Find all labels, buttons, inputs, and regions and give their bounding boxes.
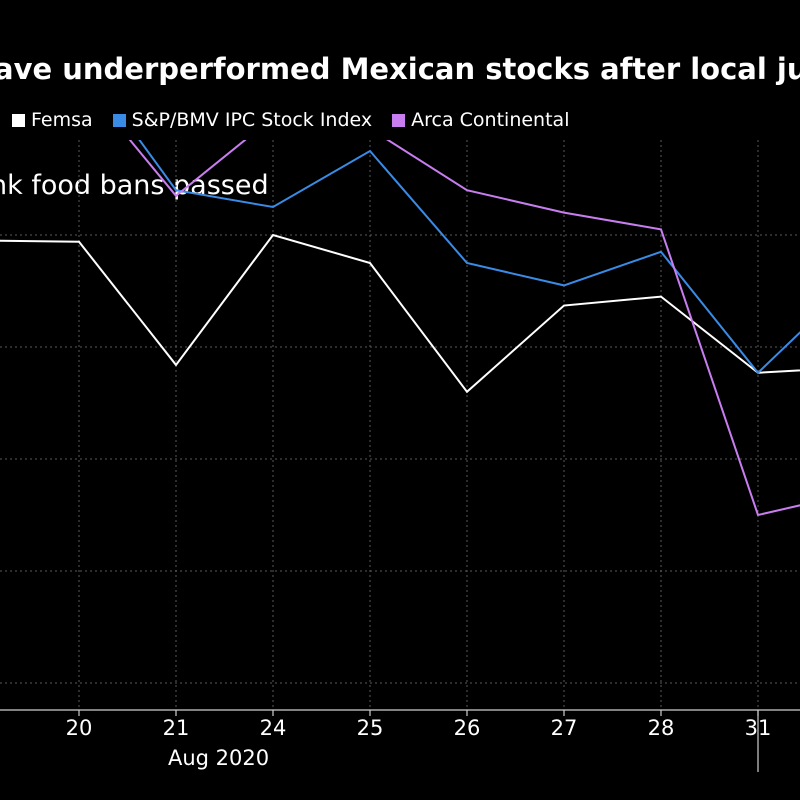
legend-item-ipc-index: S&P/BMV IPC Stock Index xyxy=(112,109,373,131)
x-tick-label: 24 xyxy=(260,716,287,740)
legend: Femsa S&P/BMV IPC Stock Index Arca Conti… xyxy=(12,108,589,132)
series-line-femsa xyxy=(0,233,800,394)
legend-swatch-femsa xyxy=(12,113,25,127)
legend-label-femsa: Femsa xyxy=(31,109,93,131)
x-tick-label: 27 xyxy=(551,716,578,740)
x-tick-label: 25 xyxy=(357,716,384,740)
legend-item-arca-continental: Arca Continental xyxy=(392,109,569,131)
chart-annotation: nk food bans passed xyxy=(0,170,269,201)
series-line-arca-continental xyxy=(128,140,800,517)
legend-label-arca-continental: Arca Continental xyxy=(411,109,570,131)
x-tick-label: 21 xyxy=(163,716,190,740)
legend-swatch-ipc-index xyxy=(112,113,126,127)
series-line-s-p-bmv-ipc-stock-index xyxy=(138,140,800,375)
legend-swatch-arca-continental xyxy=(392,113,406,127)
legend-item-femsa: Femsa xyxy=(12,109,93,131)
x-month-label: Aug 2020 xyxy=(168,746,269,770)
legend-label-ipc-index: S&P/BMV IPC Stock Index xyxy=(131,109,373,131)
x-tick-label: 26 xyxy=(454,716,481,740)
x-tick-label: 20 xyxy=(66,716,93,740)
chart-title: ave underperformed Mexican stocks after … xyxy=(0,52,800,86)
x-tick-label: 28 xyxy=(648,716,675,740)
